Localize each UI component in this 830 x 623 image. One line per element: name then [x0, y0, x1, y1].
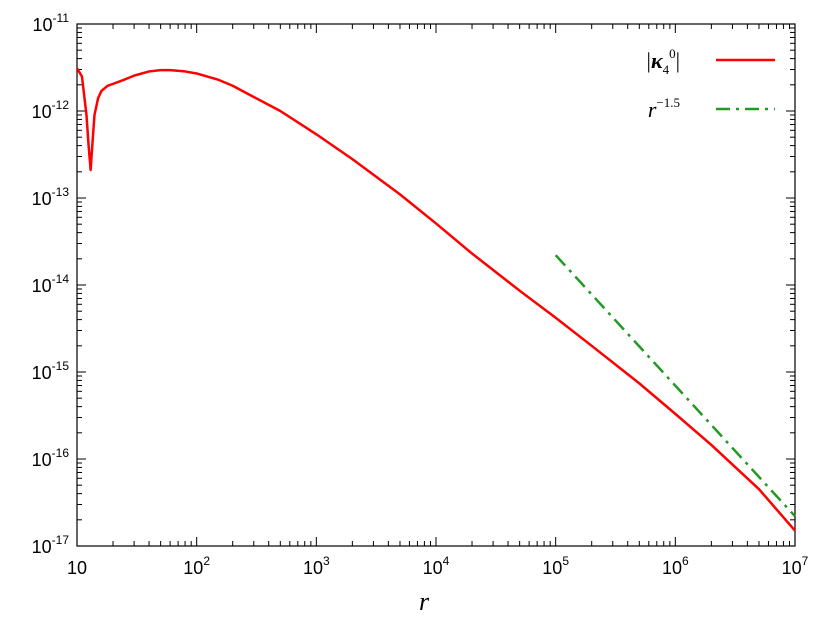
x-tick-labels: 10 102 103 104 105 106 107	[67, 554, 809, 578]
series-line-0	[75, 67, 796, 532]
y-tick-label: 10-14	[32, 272, 70, 296]
y-tick-labels: 10-11 10-12 10-13 10-14 10-15 10-16 10-17	[32, 11, 70, 557]
x-axis-label: r	[419, 587, 430, 616]
x-tick-label: 10	[67, 558, 87, 578]
series-line-1	[554, 254, 796, 518]
legend-label-power-law: r−1.5	[648, 95, 680, 122]
y-tick-label: 10-16	[32, 446, 70, 470]
series-layer	[75, 67, 796, 532]
legend-label-kappa: |κ40|	[647, 46, 680, 77]
plot-frame	[76, 23, 796, 547]
y-tick-label: 10-11	[33, 11, 70, 35]
x-tick-label: 103	[303, 554, 330, 578]
x-tick-label: 102	[183, 554, 210, 578]
y-tick-label: 10-12	[32, 98, 70, 122]
y-tick-label: 10-17	[32, 533, 70, 557]
y-tick-label: 10-13	[32, 185, 70, 209]
x-tick-label: 107	[782, 554, 809, 578]
x-tick-label: 106	[662, 554, 689, 578]
y-tick-label: 10-15	[32, 359, 70, 383]
x-tick-label: 105	[542, 554, 569, 578]
legend: |κ40| r−1.5	[647, 46, 775, 122]
tick-marks	[77, 24, 795, 546]
x-tick-label: 104	[423, 554, 450, 578]
